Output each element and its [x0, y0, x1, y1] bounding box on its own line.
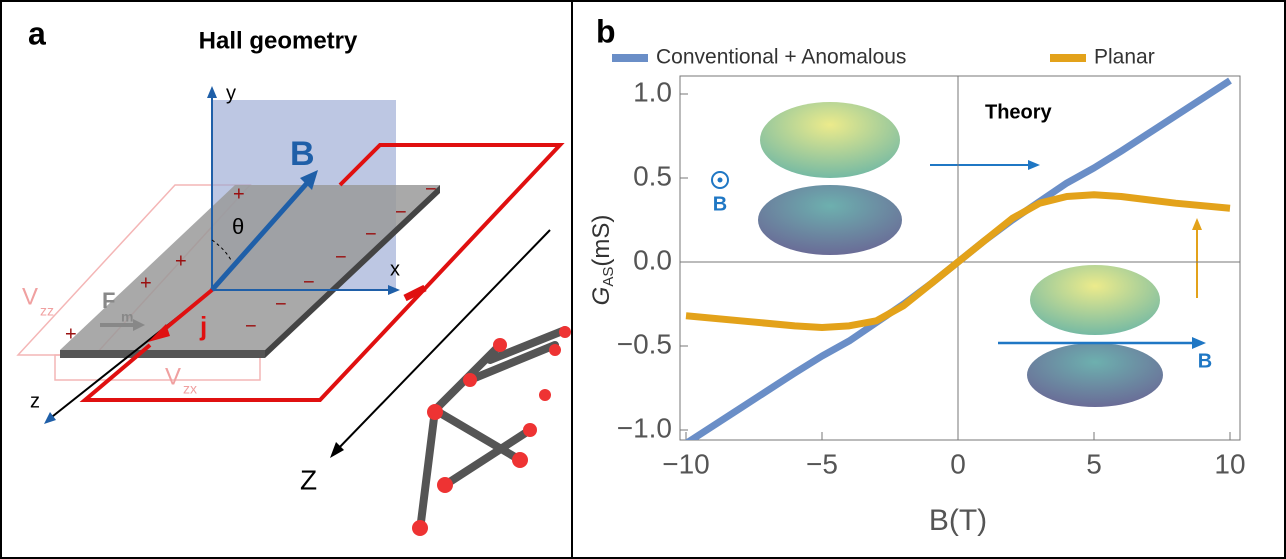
plot-frame: [679, 75, 1241, 441]
minus: −: [335, 246, 347, 268]
y-tick-label: 1.0: [633, 76, 672, 107]
panel-label: a: [28, 15, 46, 51]
plus: +: [233, 183, 245, 205]
inset-spin: [1027, 343, 1163, 407]
plate-edge: [265, 185, 440, 358]
minus: −: [275, 293, 287, 315]
y-axis-label-part: AS: [600, 267, 617, 287]
inset-spin: [1030, 265, 1160, 335]
annotation: B: [713, 193, 727, 215]
y-tick-label: 0.5: [633, 160, 672, 191]
axis-z-label: z: [30, 390, 40, 412]
minus: −: [395, 201, 407, 223]
annotation: B: [1198, 350, 1212, 372]
arrowhead: [207, 86, 217, 98]
y-tick-label: 0.0: [633, 244, 672, 275]
y-tick-label: −1.0: [617, 412, 672, 443]
y-axis-label: GAS(mS): [588, 215, 617, 306]
minus: −: [245, 315, 257, 337]
minus: −: [365, 223, 377, 245]
panel-label: b: [596, 13, 616, 49]
arrowhead: [330, 442, 344, 458]
plate-edge: [60, 350, 265, 358]
plate: [60, 185, 440, 350]
title: Hall geometry: [199, 27, 358, 54]
x-tick-label: 5: [1086, 448, 1102, 479]
force-sub: m: [121, 309, 133, 325]
plus: +: [175, 250, 187, 272]
x-tick-label: −10: [662, 448, 710, 479]
circuit: [79, 143, 565, 402]
series-line: [685, 191, 1231, 332]
charges: + + + + − − − − − − −: [65, 178, 437, 345]
out-of-plane: [717, 177, 723, 183]
panel-b: −1.0 −0.5 0.0 0.5 1.0 −10 −5 0 5 10 B(T) GAS(mS) Con…: [588, 13, 1245, 536]
arrowhead: [388, 285, 400, 295]
inset-spin: [760, 102, 900, 178]
field-arrow: [210, 180, 310, 292]
y-axis-label-part: G: [588, 287, 615, 306]
current-arrow: [158, 288, 214, 335]
voltage-sub: zx: [183, 381, 197, 397]
arrowhead: [300, 170, 318, 190]
out-of-plane: [711, 171, 729, 189]
chain-axis-label: Z: [300, 464, 317, 495]
molecule: [412, 326, 571, 536]
pink-outline: [54, 354, 261, 381]
plus: +: [65, 323, 77, 345]
voltage-sub: zz: [40, 303, 54, 319]
field-label: B: [290, 135, 315, 173]
inset-spin: [758, 185, 902, 255]
y-tick-label: −0.5: [617, 328, 672, 359]
x-tick-label: 0: [950, 448, 966, 479]
arrowhead: [133, 319, 145, 331]
x-axis-label: B(T): [929, 504, 987, 537]
angle-arc: [211, 239, 233, 263]
axis-y-label: y: [226, 82, 236, 104]
arrowhead: [1028, 160, 1040, 170]
x-tick-label: 10: [1214, 448, 1245, 479]
annotation: Theory: [985, 101, 1053, 123]
current-label: j: [199, 311, 207, 341]
plus: +: [140, 272, 152, 294]
legend-label: Conventional + Anomalous: [656, 46, 906, 69]
voltage-label: V: [165, 363, 181, 390]
arrowhead: [148, 324, 170, 342]
force-label: F: [102, 288, 115, 313]
insets: [711, 102, 1206, 407]
arrowhead: [44, 412, 56, 424]
legend-label: Planar: [1094, 46, 1155, 69]
panel-a: a Hall geometry + + + + − − − − − − − y …: [16, 15, 571, 536]
chain-axis: [334, 229, 551, 453]
minus: −: [303, 271, 315, 293]
arrowhead: [1192, 337, 1206, 349]
x-tick-label: −5: [806, 448, 838, 479]
angle-label: θ: [232, 214, 244, 239]
battery: [403, 284, 427, 302]
arrowhead: [1192, 218, 1202, 230]
voltage-label: V: [22, 283, 38, 310]
minus: −: [425, 178, 437, 200]
axis-x-label: x: [390, 258, 400, 280]
y-axis-label-part: (mS): [588, 215, 615, 267]
